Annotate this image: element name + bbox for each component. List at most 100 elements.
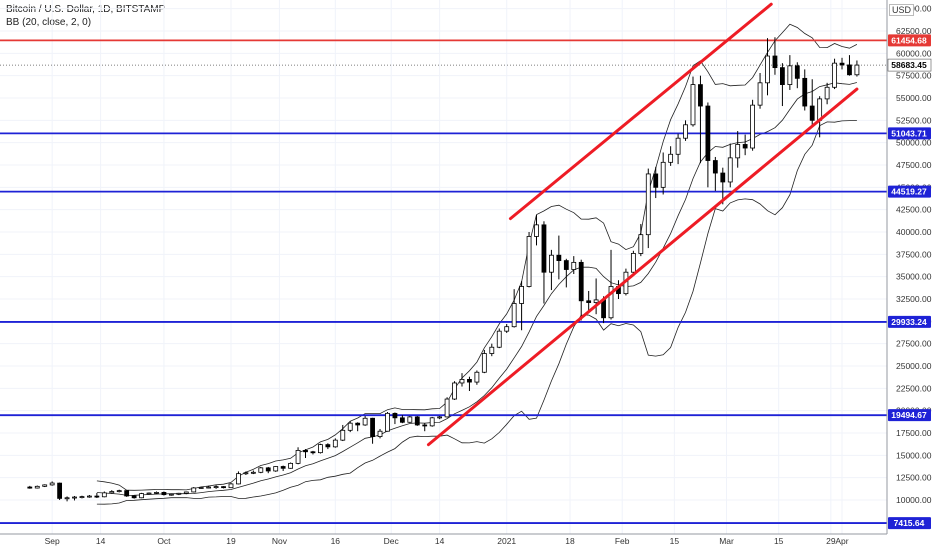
price-tick-label: 10000.00 — [896, 495, 932, 505]
candle — [318, 443, 323, 454]
price-tick-label: 22500.00 — [896, 383, 932, 393]
candle-body — [310, 451, 316, 454]
channel-lower-line — [426, 87, 859, 447]
candle-body — [206, 486, 212, 489]
candle — [79, 495, 85, 499]
candle-body — [794, 65, 800, 79]
candle-body — [250, 471, 256, 474]
candle — [467, 376, 472, 392]
candle-body — [370, 417, 375, 437]
bb-upper-band — [96, 23, 858, 491]
candle-body — [742, 144, 748, 149]
candle — [116, 489, 122, 493]
candle-body — [705, 105, 711, 161]
candle-body — [489, 346, 495, 354]
candle — [556, 235, 562, 280]
candle-body — [265, 467, 271, 472]
candle — [578, 259, 584, 321]
level-badge-bg — [888, 409, 931, 422]
candle — [780, 63, 785, 107]
level-price-badge: 51043.71 — [888, 127, 931, 140]
candle-body — [407, 416, 413, 423]
candle — [422, 423, 428, 432]
candle — [727, 143, 733, 188]
candle-body — [154, 492, 159, 494]
time-tick-label: 15 — [774, 536, 784, 546]
candle-body — [467, 378, 472, 383]
candle — [787, 55, 793, 90]
candle-body — [64, 497, 70, 500]
price-tick-label: 37500.00 — [896, 249, 932, 259]
candle-body — [146, 492, 152, 495]
candle — [563, 258, 569, 288]
candle-body — [526, 236, 532, 287]
candle — [258, 466, 264, 474]
candle-body — [481, 353, 487, 373]
price-tick-label: 55000.00 — [896, 93, 932, 103]
candle-body — [519, 286, 525, 304]
candle-body — [474, 371, 480, 383]
time-axis-bg — [0, 534, 932, 550]
candle — [94, 493, 100, 499]
candle — [772, 37, 778, 75]
candle — [675, 133, 681, 165]
candle-body — [832, 62, 837, 88]
price-tick-label: 50000.00 — [896, 138, 932, 148]
time-tick-label: 18 — [565, 536, 575, 546]
level-price-badge: 61454.68 — [888, 34, 931, 47]
candle-body — [593, 299, 599, 303]
candle — [571, 256, 577, 274]
candle — [228, 483, 234, 489]
time-tick-label: Oct — [157, 536, 171, 546]
candle-body — [511, 303, 517, 328]
price-tick-label: 35000.00 — [896, 272, 932, 282]
candle-body — [318, 444, 323, 454]
price-tick-label: 15000.00 — [896, 450, 932, 460]
candle — [347, 421, 353, 433]
candle-body — [750, 104, 755, 149]
candle — [64, 496, 70, 502]
candle-body — [377, 430, 383, 437]
candle-body — [802, 77, 808, 107]
candle-body — [414, 416, 420, 426]
candle — [712, 156, 718, 191]
level-badge-label: 51043.71 — [891, 128, 927, 138]
level-badge-bg — [888, 517, 931, 530]
level-badge-label: 44519.27 — [891, 187, 927, 197]
candle-body — [630, 253, 636, 273]
time-tick-label: 14 — [435, 536, 445, 546]
candle — [452, 381, 457, 400]
candle — [750, 99, 755, 151]
time-tick-label: 29 — [826, 536, 836, 546]
candle — [139, 492, 144, 499]
candle-body — [332, 439, 338, 448]
candle-body — [854, 64, 860, 76]
candle — [809, 79, 815, 128]
candle-body — [690, 84, 696, 126]
candle — [109, 490, 115, 494]
level-price-badge: 29933.24 — [888, 315, 931, 328]
candle — [586, 290, 592, 311]
candle — [541, 221, 547, 304]
level-badge-bg — [888, 185, 931, 198]
candle — [243, 471, 249, 475]
level-badge-bg — [888, 127, 931, 140]
candle — [802, 69, 808, 111]
last-price-badge-bg — [887, 58, 932, 72]
candle — [854, 60, 860, 77]
candle-body — [534, 224, 539, 237]
candle-body — [79, 496, 85, 499]
level-price-badge: 44519.27 — [888, 185, 931, 198]
bb-lower-band — [96, 120, 857, 505]
candle-body — [49, 482, 55, 486]
candle-body — [280, 466, 286, 469]
candle — [459, 373, 465, 387]
price-tick-label: 27500.00 — [896, 339, 932, 349]
candle — [124, 490, 130, 497]
candle — [213, 485, 219, 489]
time-tick-label: Sep — [45, 536, 60, 546]
candle — [839, 57, 845, 70]
